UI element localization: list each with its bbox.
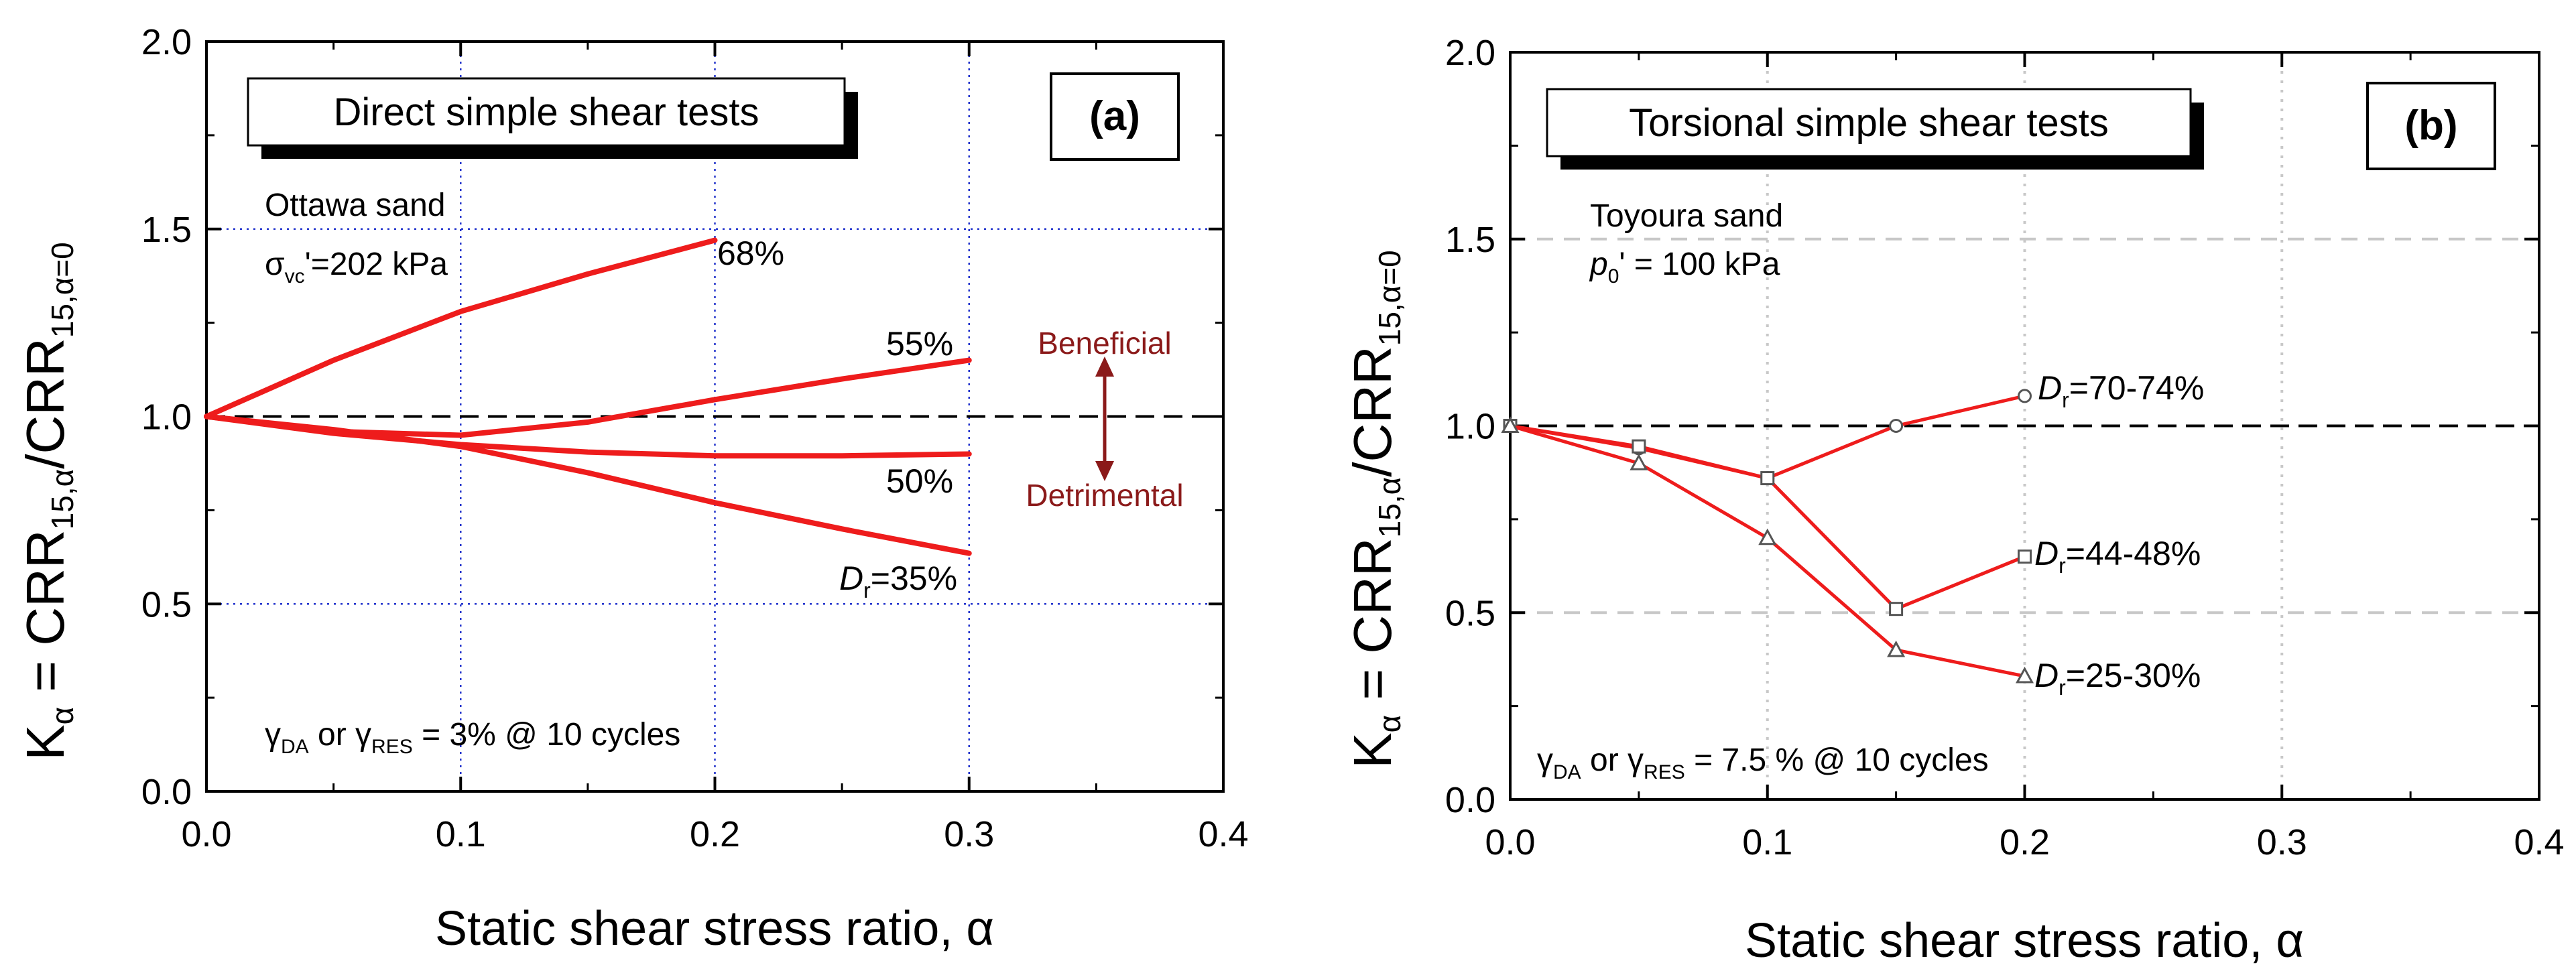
marker-triangle (1758, 528, 1777, 545)
y-tick-label: 1.5 (1445, 220, 1495, 260)
x-tick-label: 0.4 (1198, 814, 1248, 854)
label-dr44-48: Dr=44-48% (2034, 535, 2201, 578)
marker-triangle (1887, 640, 1906, 657)
x-tick-label: 0.3 (2257, 822, 2307, 862)
detrimental-label: Detrimental (1026, 478, 1183, 513)
material-label-a: Ottawa sand (265, 188, 445, 223)
stress-label-a: σvc'=202 kPa (265, 247, 448, 287)
series-line-2 (204, 413, 972, 459)
x-tick-label: 0.1 (436, 814, 486, 854)
panel-b: Kα = CRR15,α/CRR15,α=0 0.0 0.1 0.2 0.3 0.4 0.… (1343, 33, 2565, 968)
y-tick-label: 2.0 (1445, 33, 1495, 73)
panel-label-box-b (2366, 82, 2496, 170)
label-55: 55% (886, 325, 953, 363)
label-dr70-74: Dr=70-74% (2038, 369, 2204, 412)
material-label-b: Toyoura sand (1590, 198, 1783, 234)
series-line-3 (204, 413, 972, 556)
x-tick-label: 0.2 (690, 814, 740, 854)
y-tick-label: 2.0 (141, 22, 192, 62)
y-tick-label: 0.5 (141, 584, 192, 625)
y-axis-title-a: Kα = CRR15,α/CRR15,α=0 (15, 242, 80, 761)
marker-triangle (1501, 416, 1520, 433)
y-axis-title-b: Kα = CRR15,α/CRR15,α=0 (1343, 250, 1407, 769)
y-tick-label: 1.0 (141, 397, 192, 438)
marker-square (2018, 549, 2032, 564)
panel-label-a: (a) (1089, 93, 1140, 139)
stress-label-b: p0' = 100 kPa (1589, 247, 1780, 287)
y-tick-label: 1.5 (141, 210, 192, 250)
label-dr35: Dr=35% (839, 560, 957, 602)
label-50: 50% (886, 462, 953, 500)
beneficial-label: Beneficial (1038, 326, 1171, 361)
y-tick-label: 1.0 (1445, 407, 1495, 447)
effect-arrow-up (1095, 356, 1114, 377)
x-axis-title-b: Static shear stress ratio, α (1745, 914, 2304, 968)
effect-arrow-down (1095, 461, 1114, 481)
title-a: Direct simple shear tests (334, 90, 759, 134)
label-dr25-30: Dr=25-30% (2034, 657, 2201, 700)
marker-square (1889, 602, 1904, 617)
marker-triangle (2015, 666, 2034, 684)
marker-circle (1889, 419, 1904, 433)
x-tick-label: 0.4 (2514, 822, 2564, 862)
panel-label-box-a (1050, 72, 1180, 161)
x-tick-label: 0.0 (181, 814, 231, 854)
y-tick-label: 0.5 (1445, 593, 1495, 633)
title-box-b (1546, 88, 2192, 157)
x-tick-label: 0.0 (1485, 822, 1535, 862)
label-68: 68% (717, 235, 784, 272)
series-line-0 (204, 237, 718, 419)
marker-circle (2018, 389, 2032, 403)
x-axis-title-a: Static shear stress ratio, α (435, 902, 994, 956)
marker-triangle (1630, 454, 1648, 470)
criterion-label-a: γDA or γRES = 3% @ 10 cycles (265, 717, 680, 758)
y-tick-label: 0.0 (141, 772, 192, 812)
title-box-a (247, 77, 846, 147)
x-tick-label: 0.1 (1742, 822, 1792, 862)
y-tick-label: 0.0 (1445, 780, 1495, 820)
panel-a: Kα = CRR15,α/CRR15,α=0 0.0 0.1 0.2 0.3 0.4 0.… (15, 22, 1249, 956)
marker-square (1760, 471, 1775, 486)
title-b: Torsional simple shear tests (1629, 101, 2109, 145)
marker-square (1632, 439, 1646, 454)
criterion-label-b: γDA or γRES = 7.5 % @ 10 cycles (1537, 742, 1989, 783)
panel-label-b: (b) (2404, 103, 2457, 149)
x-tick-label: 0.3 (944, 814, 994, 854)
x-tick-label: 0.2 (2000, 822, 2050, 862)
